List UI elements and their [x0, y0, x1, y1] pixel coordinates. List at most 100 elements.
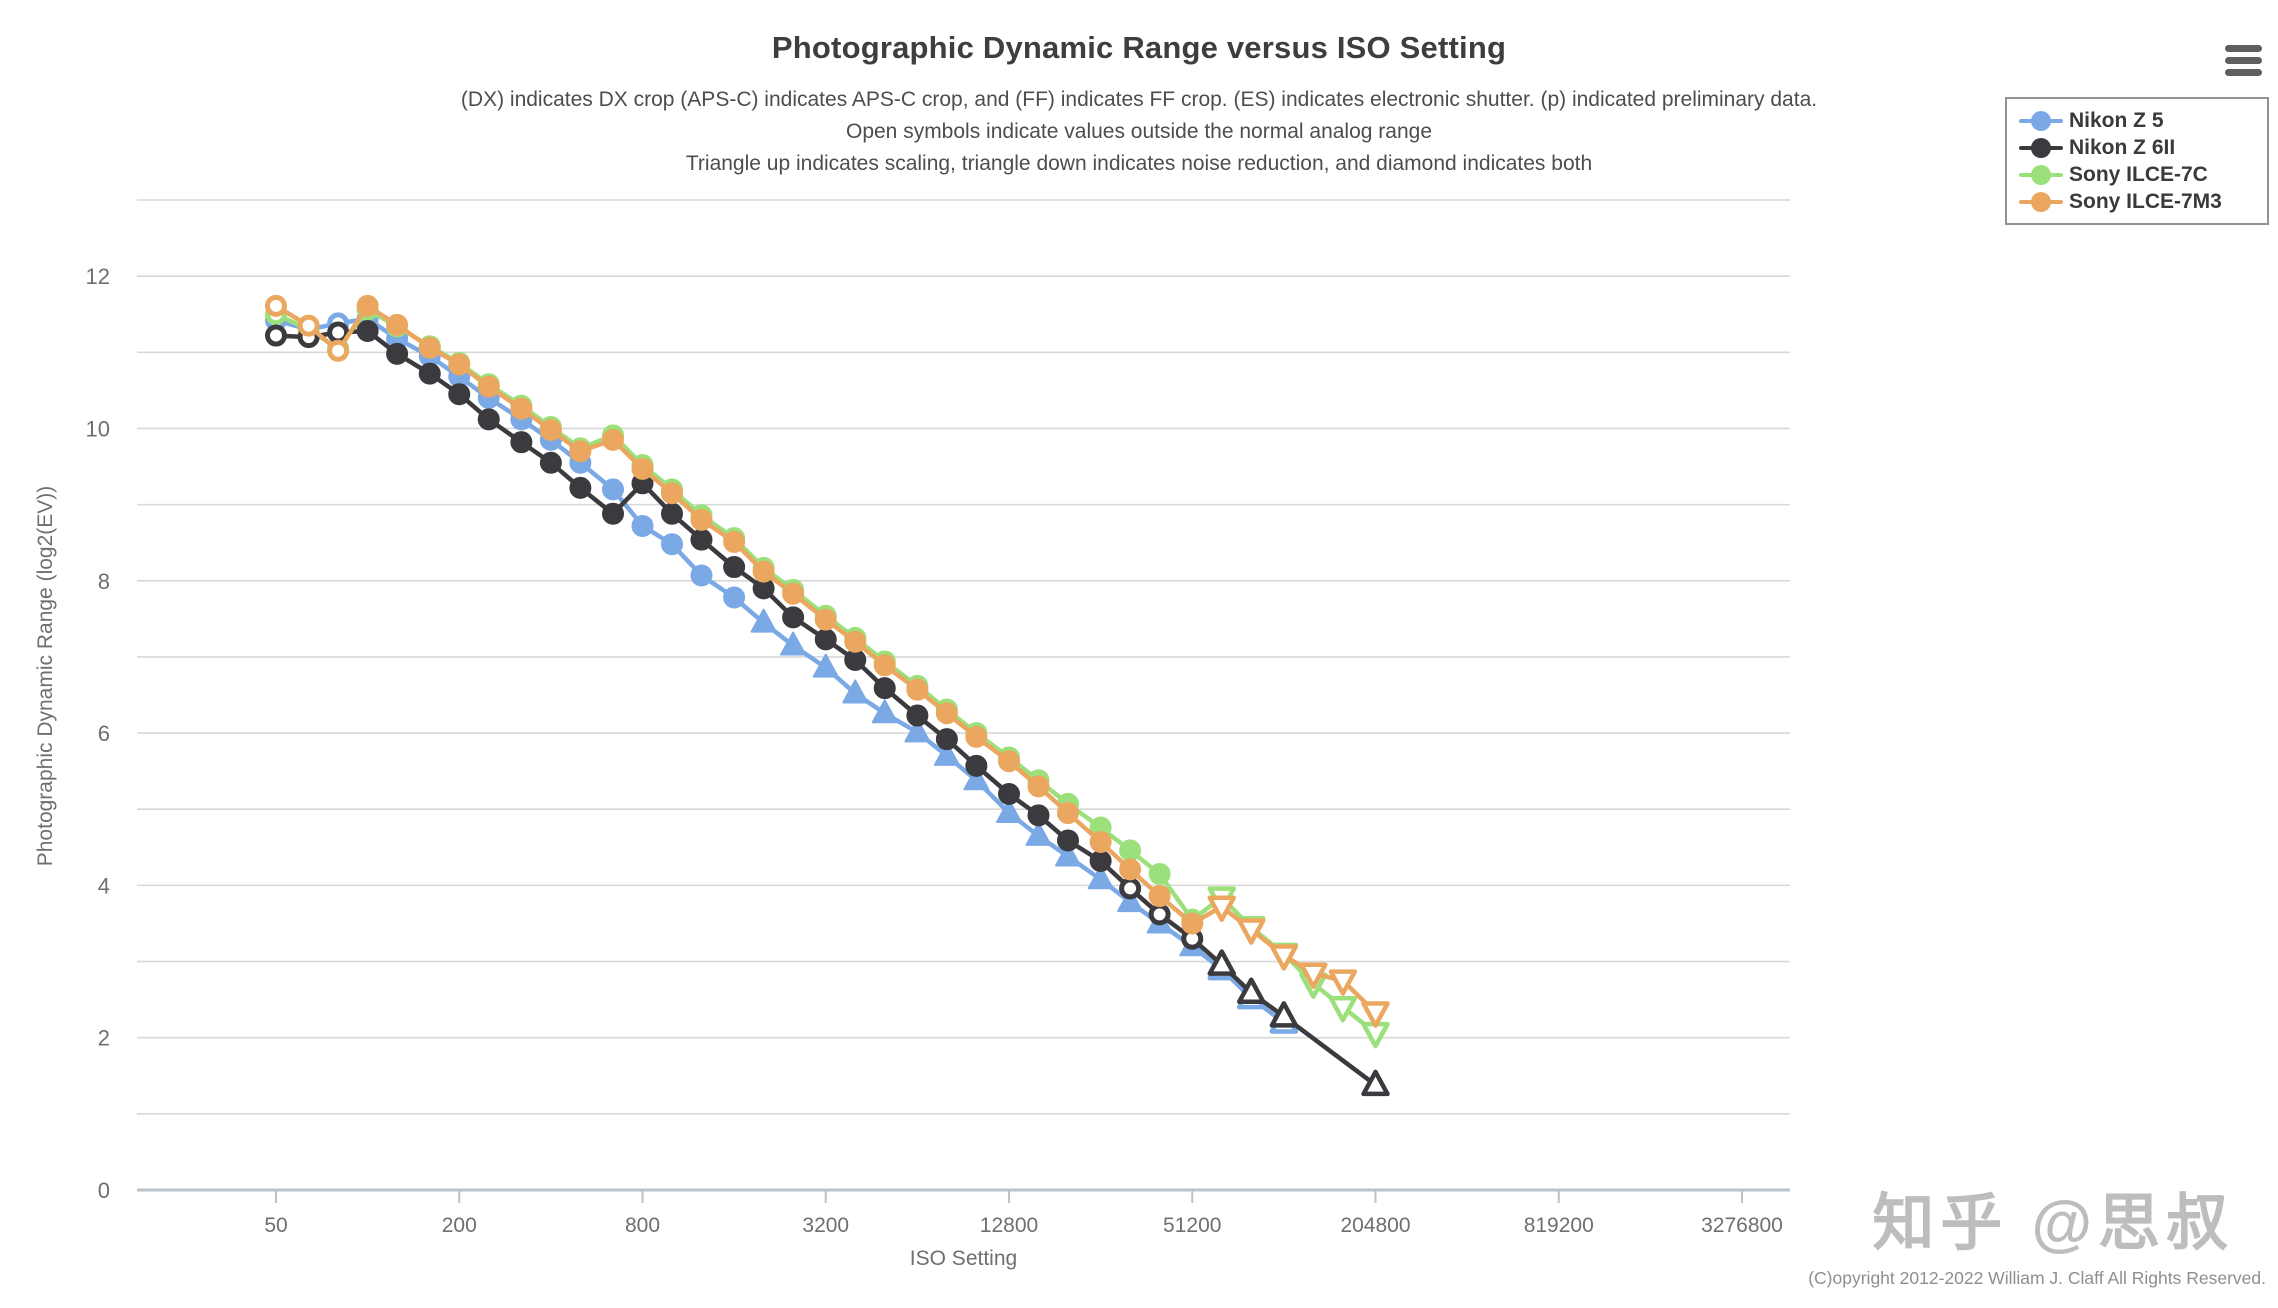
data-point [871, 699, 898, 724]
data-point [602, 478, 625, 501]
data-point [510, 397, 533, 420]
legend-marker-icon [2019, 191, 2063, 212]
legend-item-sony-ilce-7c[interactable]: Sony ILCE-7C [2019, 161, 2257, 188]
data-point [1119, 877, 1142, 900]
data-point [904, 718, 931, 743]
data-point [356, 319, 379, 342]
data-point [356, 294, 379, 317]
legend-item-label: Nikon Z 5 [2069, 108, 2164, 132]
y-axis-title: Photographic Dynamic Range (log2(EV)) [34, 486, 57, 867]
data-point [935, 728, 958, 751]
data-point [1207, 949, 1236, 976]
data-point [477, 408, 500, 431]
data-point [631, 514, 654, 537]
data-point [844, 630, 867, 653]
data-point [265, 324, 287, 347]
data-point [873, 654, 896, 677]
x-tick-label: 200 [442, 1214, 477, 1237]
data-point [1328, 995, 1358, 1023]
data-point [418, 362, 441, 385]
data-point [690, 564, 713, 587]
y-tick-label: 12 [86, 264, 110, 289]
data-point [602, 502, 625, 525]
data-point [660, 502, 683, 525]
data-point [1148, 862, 1171, 885]
x-tick-label: 3200 [802, 1214, 849, 1237]
data-point [782, 582, 805, 605]
legend-item-label: Sony ILCE-7C [2069, 162, 2208, 186]
x-tick-label: 12800 [980, 1214, 1038, 1237]
y-tick-label: 6 [98, 721, 110, 746]
data-point [1119, 858, 1142, 881]
data-point [690, 508, 713, 531]
data-point [1361, 1069, 1390, 1097]
data-point [448, 353, 471, 376]
data-point [996, 799, 1022, 824]
legend-item-nikon-z-6ii[interactable]: Nikon Z 6II [2019, 134, 2257, 161]
data-point [1056, 802, 1079, 825]
data-point [723, 556, 746, 579]
data-point [723, 586, 746, 609]
data-point [1089, 830, 1112, 853]
legend: Nikon Z 5 Nikon Z 6II Sony ILCE-7C Sony ILC… [2005, 97, 2269, 225]
data-point [752, 560, 775, 583]
gridlines [137, 199, 1790, 1115]
data-point [814, 608, 837, 631]
legend-item-nikon-z-5[interactable]: Nikon Z 5 [2019, 107, 2257, 134]
y-axis: 0 2 4 6 8 10 12 Photographic Dynamic Range (log… [34, 264, 110, 1203]
data-point [1361, 1001, 1390, 1028]
x-tick-label: 51200 [1163, 1214, 1221, 1237]
data-point [510, 431, 533, 454]
chart-title: Photographic Dynamic Range versus ISO Se… [771, 30, 1507, 65]
legend-marker-icon [2019, 110, 2063, 131]
export-menu-button[interactable] [2219, 38, 2269, 82]
data-point [1089, 850, 1112, 873]
data-point [963, 766, 990, 791]
data-point [1148, 903, 1171, 926]
data-point [1119, 839, 1142, 862]
data-point [660, 482, 683, 505]
data-point [1117, 888, 1144, 913]
data-point [539, 418, 562, 441]
data-point [418, 336, 441, 359]
data-point [844, 648, 867, 671]
data-point [1207, 895, 1236, 922]
x-axis-title: ISO Setting [910, 1247, 1017, 1270]
data-point [1269, 1001, 1299, 1028]
data-point [998, 750, 1020, 773]
x-axis: 50 200 800 3200 12800 51200 204800 819200 327680… [137, 1188, 1790, 1270]
data-point [327, 339, 350, 362]
data-point [1236, 977, 1266, 1005]
legend-item-sony-ilce-7m3[interactable]: Sony ILCE-7M3 [2019, 188, 2257, 215]
data-point [812, 653, 839, 678]
y-tick-label: 10 [86, 416, 110, 441]
y-tick-label: 0 [98, 1178, 110, 1203]
data-point [569, 476, 592, 499]
data-point [386, 342, 409, 365]
data-point [1236, 918, 1266, 945]
y-tick-label: 2 [98, 1026, 110, 1051]
data-point [386, 313, 409, 336]
data-point [782, 606, 805, 629]
series-sony-ilce-7m3 [265, 294, 1390, 1028]
data-point [1027, 775, 1050, 798]
series-line [273, 316, 1287, 1025]
data-point [873, 677, 896, 700]
data-point [965, 754, 988, 777]
hamburger-icon [2225, 45, 2262, 81]
legend-item-label: Nikon Z 6II [2069, 135, 2176, 159]
data-point [1056, 829, 1079, 852]
data-point [1269, 944, 1299, 971]
data-point [477, 375, 500, 398]
data-point [569, 440, 592, 463]
legend-marker-icon [2019, 164, 2063, 185]
data-point [1328, 969, 1358, 996]
y-tick-label: 4 [98, 873, 110, 898]
data-point [933, 741, 960, 766]
data-point [780, 631, 807, 656]
data-point [1025, 821, 1052, 846]
data-point [1027, 804, 1050, 827]
chart-subtitle: (DX) indicates DX crop (APS-C) indicates… [0, 84, 2278, 180]
